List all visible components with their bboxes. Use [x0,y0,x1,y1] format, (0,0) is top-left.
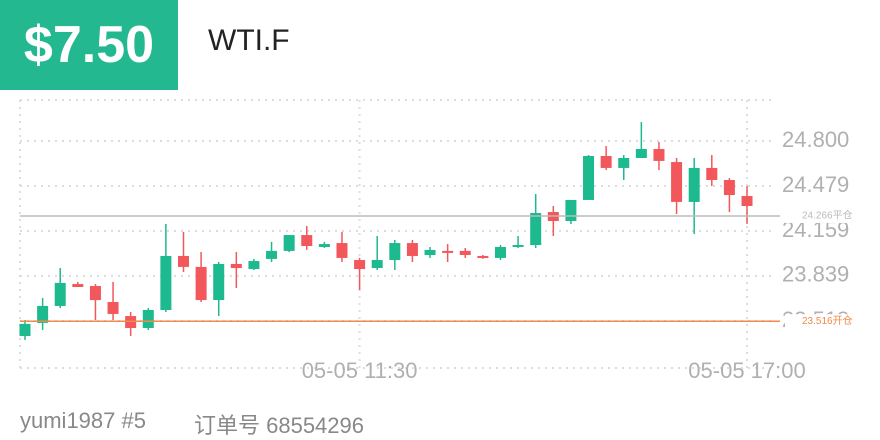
candle-body [389,243,401,261]
candle-body [177,255,189,267]
candle-body [213,263,225,301]
reference-label-bg [785,314,865,329]
candle-body [266,250,278,259]
candle-body [459,250,471,255]
candle-body [442,250,454,253]
candle-body [354,260,366,270]
order-number: 订单号 68554296 [194,413,364,438]
candle-body [160,255,172,311]
reference-label: 24.266平仓 [802,209,853,222]
candle-body [301,235,313,247]
candle-body [653,148,665,161]
x-tick-label: 05-05 17:00 [688,358,805,383]
candle-body [723,180,735,196]
candle-body [125,316,137,328]
candle-body [406,243,418,256]
y-tick-label: 24.800 [782,127,849,152]
candle-body [688,167,700,202]
candle-body [706,167,718,181]
candle-body [72,284,84,287]
candle-body [230,263,242,269]
candle-body [671,162,683,202]
candle-body [54,282,66,306]
candle-body [107,302,119,314]
symbol: WTI.F [208,24,290,57]
candle-body [530,213,542,246]
y-tick-label: 23.839 [782,262,849,287]
x-tick-label: 05-05 11:30 [302,358,418,383]
y-tick-label: 24.479 [782,172,849,197]
candle-body [635,148,647,158]
candle-body [248,261,260,270]
candle-body [318,244,330,247]
reference-label-bg [785,208,865,223]
candle-body [494,246,506,258]
candle-body [371,260,383,269]
candle-body [283,235,295,251]
candle-body [741,196,753,206]
candle-body [600,156,612,168]
reference-label: 23.516开仓 [802,314,853,327]
candle-body [512,245,524,248]
candle-body [37,305,49,323]
candle-body [336,243,348,258]
candle-body [565,199,577,222]
price-badge: $7.50 [0,0,178,90]
candle-body [583,156,595,200]
candle-body [19,323,31,336]
candle-body [618,157,630,168]
candle-body [424,249,436,255]
candle-body [89,286,101,301]
candle-body [477,255,489,258]
candle-body [195,266,207,301]
user: yumi1987 #5 [20,408,146,433]
candle-body [142,310,154,328]
